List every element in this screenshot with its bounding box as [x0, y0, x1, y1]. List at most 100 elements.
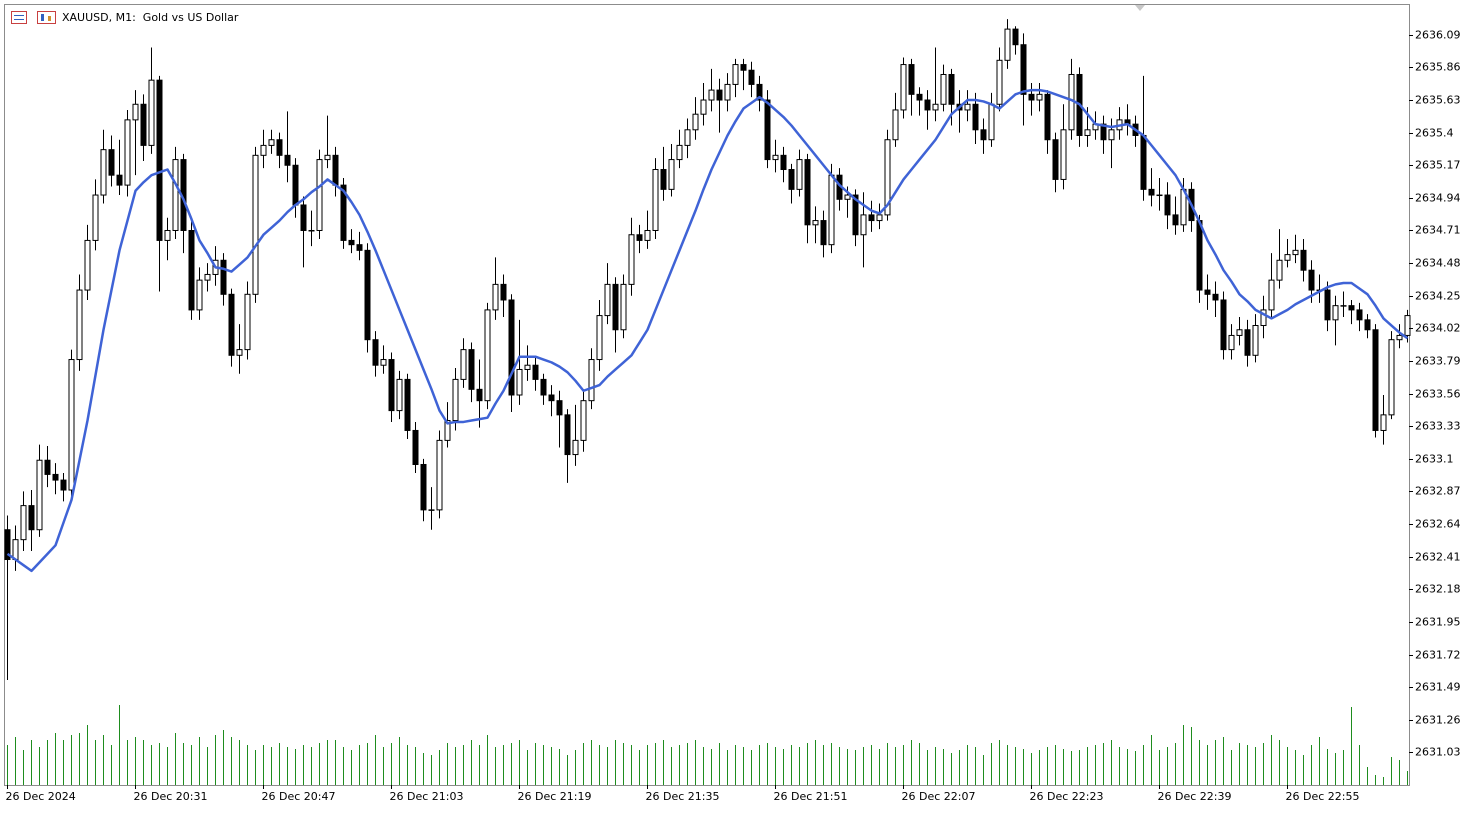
y-tick-label: 2634.94 [1415, 192, 1461, 205]
candle-body [276, 139, 283, 156]
candle-body [668, 159, 675, 190]
candle-body [404, 378, 411, 431]
candle-body [1268, 279, 1275, 311]
shift-marker[interactable] [1135, 5, 1145, 11]
candle-body [908, 64, 915, 95]
x-tick-label: 26 Dec 22:55 [1286, 790, 1360, 803]
candle-body [1388, 339, 1395, 416]
candle-body [12, 539, 19, 561]
candle-body [1004, 28, 1011, 61]
candle-body [116, 174, 123, 186]
candle-body [324, 154, 331, 161]
candle-body [236, 349, 243, 356]
candle-body [948, 73, 955, 105]
candle-body [100, 149, 107, 196]
candle-body [1148, 188, 1155, 196]
candle-body [284, 154, 291, 166]
y-tick-label: 2631.95 [1415, 616, 1461, 629]
candle-body [1324, 289, 1331, 321]
candle-body [492, 283, 499, 311]
candle-body [1228, 334, 1235, 351]
y-tick-label: 2636.09 [1415, 29, 1461, 42]
candle-body [388, 359, 395, 412]
candle-body [268, 139, 275, 146]
candle-body [444, 420, 451, 441]
candle-body [20, 505, 27, 541]
candle-body [36, 459, 43, 531]
candle-body [596, 315, 603, 361]
candle-body [308, 229, 315, 232]
candle-body [1252, 325, 1259, 356]
candle-body [1396, 334, 1403, 341]
axis-layer: 2636.09 2635.86 2635.63 2635.4 2635.17 2634.9… [6, 29, 1461, 804]
candle-body [44, 459, 51, 475]
y-tick-label: 2634.71 [1415, 224, 1461, 237]
candle-body [972, 103, 979, 131]
candle-body [1260, 309, 1267, 327]
x-tick-label: 26 Dec 21:51 [774, 790, 848, 803]
x-tick-label: 26 Dec 22:39 [1158, 790, 1232, 803]
candle-body [964, 103, 971, 111]
candle-body [916, 93, 923, 101]
candle-body [852, 194, 859, 236]
candle-body [580, 400, 587, 441]
candle-body [1204, 289, 1211, 295]
candle-body [708, 89, 715, 101]
candle-body [508, 299, 515, 396]
x-tick-label: 26 Dec 20:31 [134, 790, 208, 803]
candle-body [164, 229, 171, 241]
candle-body [476, 388, 483, 402]
y-tick-label: 2632.87 [1415, 485, 1461, 498]
candle-body [804, 159, 811, 226]
candle-body [652, 169, 659, 231]
candle-body [332, 154, 339, 186]
candle-body [52, 473, 59, 481]
x-tick-label: 26 Dec 22:07 [902, 790, 976, 803]
candle-body [812, 220, 819, 226]
y-tick-label: 2632.18 [1415, 583, 1461, 596]
candle-body [1172, 214, 1179, 226]
candle-body [1212, 293, 1219, 301]
icon-list[interactable] [11, 11, 27, 24]
candle-body [460, 349, 467, 380]
candle-body [1364, 319, 1371, 331]
candle-body [612, 283, 619, 331]
candle-body [156, 79, 163, 241]
candle-body [428, 509, 435, 511]
candle-body [188, 229, 195, 311]
symbol-icons [11, 11, 56, 24]
candle-body [204, 273, 211, 281]
candle-body [556, 400, 563, 416]
candle-body [788, 169, 795, 190]
candle-body [644, 229, 651, 241]
candle-body [940, 73, 947, 105]
y-tick-label: 2633.56 [1415, 388, 1461, 401]
candle-body [1196, 220, 1203, 291]
candle-body [76, 289, 83, 361]
candle-body [1236, 329, 1243, 336]
candle-body [524, 364, 531, 370]
candle-body [1308, 269, 1315, 291]
candle-body [900, 64, 907, 111]
candle-body [724, 83, 731, 101]
candle-body [660, 169, 667, 190]
candle-body [108, 149, 115, 176]
candle-body [1404, 315, 1411, 336]
candle-body [1052, 139, 1059, 180]
volume-layer [7, 705, 1408, 785]
candle-body [1084, 129, 1091, 136]
candle-body [868, 214, 875, 222]
x-tick-label: 26 Dec 21:19 [518, 790, 592, 803]
candle-body [676, 144, 683, 161]
icon-chart[interactable] [37, 11, 56, 24]
candle-body [1356, 309, 1363, 321]
y-tick-label: 2634.25 [1415, 290, 1461, 303]
candle-body [1292, 249, 1299, 256]
candle-body [732, 64, 739, 85]
candle-body [452, 378, 459, 422]
candle-body [348, 239, 355, 246]
y-tick-label: 2634.48 [1415, 257, 1461, 270]
